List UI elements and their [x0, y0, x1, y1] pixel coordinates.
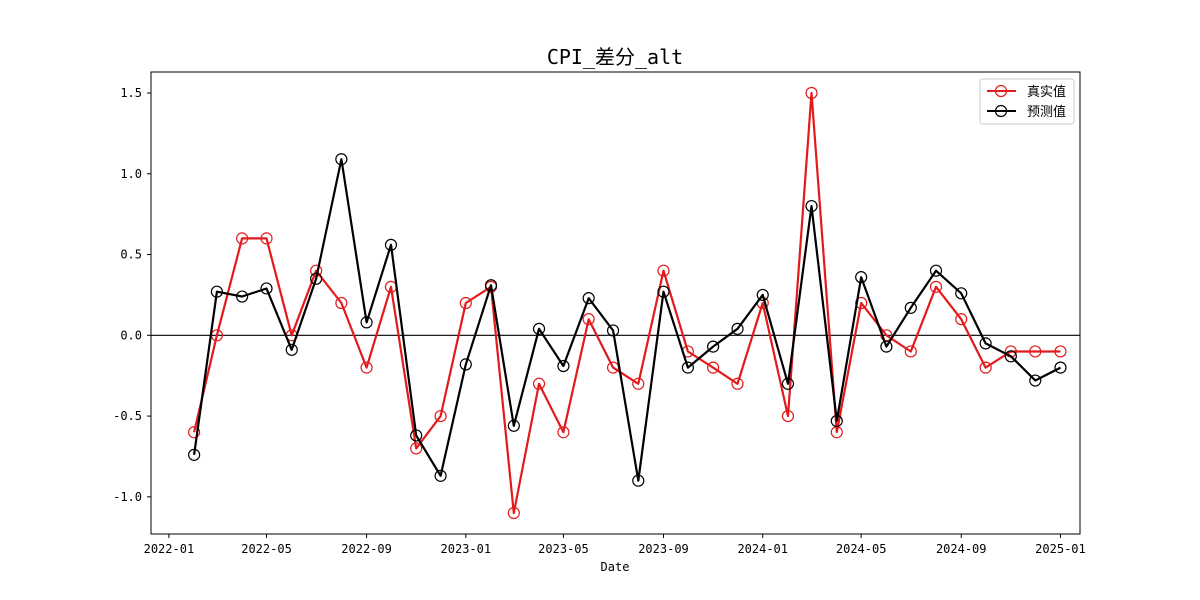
chart-title: CPI_差分_alt	[547, 45, 683, 69]
y-tick-label: 0.5	[120, 248, 142, 262]
data-point	[260, 232, 273, 245]
data-point	[285, 343, 298, 356]
data-point	[805, 199, 818, 213]
data-point	[582, 313, 595, 326]
data-point	[434, 469, 447, 482]
data-point	[955, 313, 968, 326]
data-point	[855, 296, 868, 310]
x-tick-label: 2022-05	[241, 542, 292, 556]
legend-marker-actual	[994, 84, 1008, 98]
data-point	[781, 377, 795, 390]
data-point	[1029, 374, 1042, 387]
data-point	[657, 285, 670, 298]
data-point	[707, 340, 720, 353]
data-point	[904, 301, 917, 314]
y-tick-label: -0.5	[113, 409, 142, 423]
data-point	[1029, 345, 1042, 358]
data-point	[557, 359, 570, 373]
legend-label-actual: 真实值	[1027, 84, 1066, 100]
x-tick-label: 2023-09	[638, 542, 689, 556]
data-point	[532, 322, 546, 335]
x-tick-label: 2023-01	[441, 542, 492, 556]
plot-area: -1.0 -0.5 0.0 0.5 1.0 1.5 2022-01 2022-05 2022-0…	[113, 71, 1086, 556]
data-point	[681, 361, 695, 374]
data-point	[929, 280, 943, 293]
y-tick-label: 1.0	[120, 167, 142, 181]
data-point	[557, 426, 570, 439]
data-point	[606, 324, 620, 337]
data-point	[260, 282, 273, 295]
data-point	[880, 340, 893, 353]
data-point	[236, 290, 249, 303]
data-point	[632, 474, 645, 487]
data-point	[805, 86, 818, 100]
data-point	[979, 361, 992, 374]
data-point	[1004, 350, 1017, 363]
data-point	[335, 153, 348, 166]
series-line-1	[193, 158, 1062, 482]
data-point	[360, 316, 373, 329]
x-tick-label: 2022-01	[144, 542, 195, 556]
data-point	[210, 285, 223, 298]
data-point	[188, 448, 201, 461]
data-point	[657, 264, 670, 277]
y-tick-label: -1.0	[113, 490, 142, 504]
data-point	[632, 377, 645, 390]
data-point	[1054, 345, 1067, 358]
data-point	[929, 264, 943, 277]
data-point	[904, 345, 917, 358]
legend-entry-actual: 真实值	[987, 84, 1066, 100]
legend-marker-predicted	[994, 104, 1008, 118]
data-point	[582, 292, 595, 305]
legend-entry-predicted: 预测值	[987, 104, 1066, 120]
series-line-0	[193, 91, 1061, 515]
data-point	[979, 337, 992, 350]
data-point	[830, 414, 843, 428]
data-point	[532, 377, 546, 390]
data-point	[484, 279, 498, 292]
data-point	[360, 361, 373, 374]
data-point	[731, 322, 744, 335]
x-tick-label: 2022-09	[341, 542, 392, 556]
data-point	[507, 419, 520, 432]
x-tick-label: 2024-01	[737, 542, 788, 556]
x-tick-label: 2024-09	[936, 542, 987, 556]
data-point	[507, 506, 520, 520]
data-point	[459, 358, 472, 371]
x-tick-label: 2024-05	[836, 542, 887, 556]
data-point	[707, 361, 720, 374]
data-point	[731, 377, 744, 390]
x-tick-label: 2023-05	[538, 542, 589, 556]
data-point	[781, 409, 795, 423]
data-point	[310, 272, 323, 285]
data-point	[335, 296, 348, 310]
plot-frame	[150, 71, 1081, 535]
data-point	[459, 296, 472, 310]
data-point	[188, 426, 201, 439]
data-point	[410, 429, 423, 442]
data-point	[855, 271, 868, 284]
x-axis-title: Date	[601, 560, 630, 574]
data-point	[434, 409, 447, 423]
data-point	[236, 232, 249, 245]
y-tick-label: 1.5	[120, 86, 142, 100]
data-point	[410, 442, 423, 455]
data-point	[1054, 361, 1067, 374]
data-point	[384, 238, 398, 251]
data-point	[756, 288, 769, 302]
data-point	[955, 287, 968, 300]
legend-label-predicted: 预测值	[1027, 104, 1066, 120]
x-tick-label: 2025-01	[1035, 542, 1086, 556]
legend: 真实值 预测值	[979, 78, 1075, 125]
y-tick-label: 0.0	[120, 328, 142, 342]
